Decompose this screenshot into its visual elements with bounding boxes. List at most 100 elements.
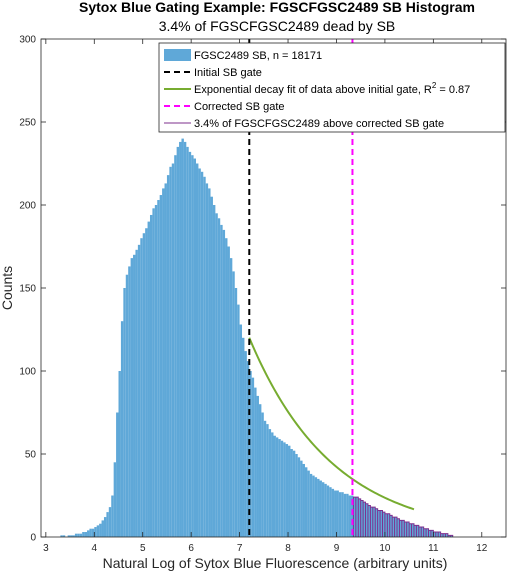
histogram-bar	[358, 498, 361, 537]
histogram-bar	[375, 508, 378, 537]
x-tick-label: 4	[92, 543, 98, 554]
histogram-bar	[222, 229, 226, 537]
x-axis-ticks: 3 4 5 6 7 8 9 10 11 12	[43, 39, 488, 554]
legend-label-corrected-gate: Corrected SB gate	[194, 101, 285, 113]
histogram-bar	[389, 515, 393, 537]
histogram-bar	[413, 525, 417, 537]
histogram-bar	[353, 497, 356, 537]
histogram-bar	[244, 351, 247, 537]
histogram-bar	[317, 478, 320, 537]
histogram-bar	[300, 460, 303, 537]
histogram-bar	[377, 510, 381, 537]
legend-label-fit: Exponential decay fit of data above init…	[194, 81, 470, 96]
histogram-bar	[152, 208, 155, 537]
histogram-bar	[79, 533, 83, 537]
histogram-bar	[319, 480, 322, 537]
histogram-bar	[229, 258, 233, 537]
histogram-bar	[246, 361, 250, 537]
y-tick-label: 100	[19, 367, 36, 378]
histogram-bar	[77, 533, 80, 537]
histogram-bar	[169, 166, 172, 537]
histogram-bar	[166, 175, 170, 537]
histogram-bar	[200, 171, 204, 538]
histogram-bar	[421, 527, 424, 537]
histogram-bar	[91, 528, 95, 537]
histogram-bar	[125, 274, 129, 537]
histogram-bar	[404, 522, 407, 537]
histogram-bar	[346, 493, 349, 537]
histogram-bar	[196, 163, 199, 537]
histogram-bar	[72, 535, 75, 537]
legend-label-initial-gate: Initial SB gate	[194, 67, 262, 79]
histogram-bar	[321, 482, 325, 537]
histogram-bar	[60, 535, 63, 537]
x-tick-label: 6	[188, 543, 194, 554]
histogram-bar	[106, 512, 109, 537]
histogram-bar	[191, 155, 194, 537]
histogram-bar	[198, 168, 201, 538]
histogram-bar	[232, 271, 235, 537]
histogram-bar	[89, 528, 92, 537]
histogram-bar	[249, 371, 252, 537]
histogram-bar	[443, 533, 446, 537]
histogram-bar	[70, 535, 73, 537]
histogram-bar	[447, 535, 451, 537]
histogram-bar	[435, 532, 439, 537]
histogram-bar	[205, 183, 209, 538]
histogram-bar	[268, 429, 272, 537]
histogram-bar	[113, 462, 117, 537]
histogram-bar	[84, 532, 88, 537]
histogram-bar	[135, 249, 138, 537]
histogram-bar	[343, 493, 347, 537]
chart-subtitle: 3.4% of FGSCFGSC2489 dead by SB	[159, 18, 396, 34]
histogram-bar	[101, 520, 104, 537]
histogram-bar	[154, 205, 158, 537]
histogram-bar	[96, 525, 100, 537]
histogram-bar	[193, 158, 196, 537]
histogram-bar	[242, 337, 245, 537]
histogram-bar	[426, 528, 429, 537]
legend-label-above-gate: 3.4% of FGSCFGSC2489 above corrected SB …	[194, 118, 444, 130]
histogram-bar	[397, 518, 400, 537]
histogram-bar	[331, 488, 335, 537]
histogram-bar	[108, 507, 112, 537]
histogram-bar	[360, 500, 364, 537]
histogram-bar	[367, 505, 371, 537]
histogram-bar	[392, 517, 395, 537]
y-tick-label: 250	[19, 118, 36, 129]
histogram-bar	[128, 266, 131, 537]
histogram-bar	[162, 188, 165, 537]
histogram-bar	[382, 512, 385, 537]
histogram-bar	[433, 532, 436, 537]
histogram-bar	[188, 151, 192, 537]
exponential-fit-curve	[248, 337, 415, 511]
histogram-bar	[179, 141, 182, 538]
legend-box	[158, 42, 506, 133]
histogram-bar	[283, 442, 286, 537]
histogram-bar	[237, 304, 240, 537]
histogram-bar	[365, 503, 368, 537]
histogram-bar	[387, 513, 390, 537]
histogram-bar	[137, 244, 141, 537]
histogram-bar	[67, 535, 71, 537]
legend-fit-superscript: 2	[432, 81, 437, 90]
histogram-bar	[116, 412, 119, 537]
above-gate-bin-outline	[352, 496, 454, 537]
histogram-bar	[348, 495, 351, 537]
x-tick-label: 5	[140, 543, 146, 554]
histogram-bar	[440, 533, 444, 537]
histogram-bar	[312, 475, 315, 537]
histogram-bar	[256, 395, 259, 537]
histogram-bar	[297, 457, 301, 537]
histogram-bar	[212, 205, 216, 537]
histogram-bars	[60, 138, 453, 538]
chart-title: Sytox Blue Gating Example: FGSCFGSC2489 …	[79, 0, 475, 15]
histogram-bar	[140, 238, 143, 537]
histogram-bar	[62, 535, 66, 537]
histogram-bar	[171, 163, 175, 537]
legend-fit-suffix: = 0.87	[436, 84, 470, 96]
histogram-bar	[355, 497, 359, 537]
histogram-bar	[111, 495, 114, 537]
legend-swatch-histogram	[164, 49, 191, 61]
histogram-bar	[157, 200, 160, 537]
